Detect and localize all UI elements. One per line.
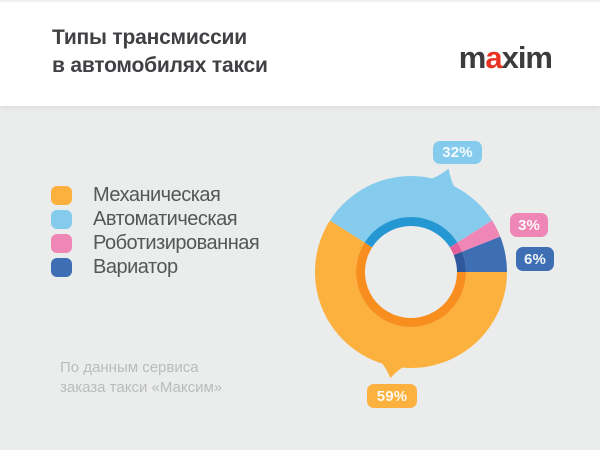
- logo-part1: m: [458, 40, 487, 75]
- legend-item-0: Механическая: [51, 183, 259, 207]
- donut-segment-1: [329, 175, 493, 243]
- legend-swatch-2: [51, 233, 72, 253]
- value-badge-2: 3%: [510, 213, 548, 237]
- logo-part2: xim: [501, 40, 553, 75]
- donut-segment-inner-3: [453, 251, 466, 272]
- value-badge-0: 59%: [367, 384, 417, 408]
- donut-segment-inner-2: [449, 242, 463, 256]
- legend-label-2: Роботизированная: [93, 231, 260, 254]
- logo-accent-letter: a: [485, 40, 502, 75]
- legend-item-1: Автоматическая: [51, 207, 259, 231]
- page-title-line1: Типы трансмиссии: [52, 26, 247, 49]
- legend-label-1: Автоматическая: [93, 207, 238, 230]
- donut-segment-inner-1: [364, 217, 458, 248]
- legend-label-0: Механическая: [93, 183, 221, 206]
- value-badge-3: 6%: [516, 247, 554, 271]
- legend-swatch-1: [51, 209, 72, 229]
- legend-label-3: Вариатор: [93, 255, 178, 278]
- legend-swatch-3: [51, 257, 72, 277]
- legend-item-2: Роботизированная: [51, 231, 260, 255]
- chart-legend: Механическая Автоматическая Роботизированн…: [51, 183, 260, 279]
- donut-segment-0: [315, 220, 507, 369]
- donut-segment-2: [457, 220, 501, 252]
- source-line2: заказа такси «Максим»: [60, 379, 223, 396]
- source-note: По данным сервиса заказа такси «Максим»: [60, 358, 222, 398]
- page-title: Типы трансмиссии в автомобилях такси: [52, 24, 268, 80]
- header: Типы трансмиссии в автомобилях такси max…: [0, 0, 600, 106]
- value-badge-1: 32%: [433, 141, 482, 164]
- donut-segment-inner-0: [355, 242, 466, 327]
- legend-swatch-0: [51, 185, 72, 205]
- page-title-line2: в автомобилях такси: [52, 54, 268, 77]
- legend-item-3: Вариатор: [51, 255, 259, 279]
- source-line1: По данным сервиса: [60, 359, 199, 376]
- donut-segment-3: [462, 236, 507, 272]
- maxim-logo: maxim: [458, 40, 553, 75]
